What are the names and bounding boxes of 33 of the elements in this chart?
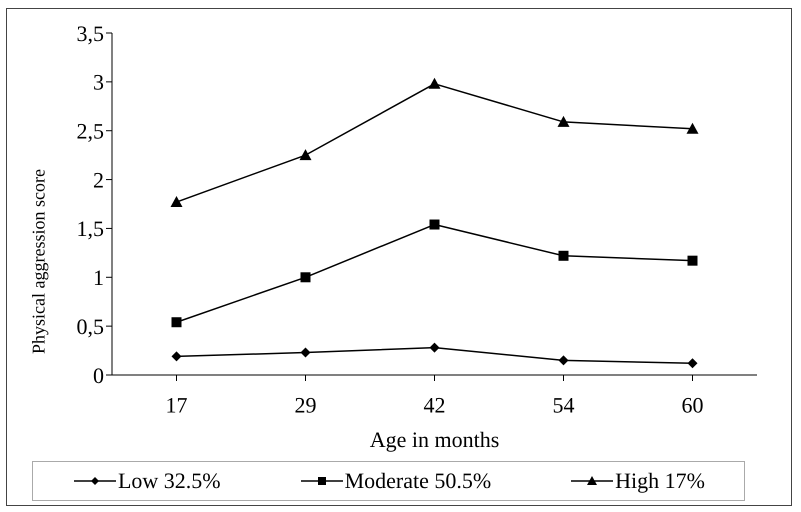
point [300, 348, 310, 358]
x-tick-label: 29 [294, 392, 316, 418]
y-axis-title: Physical aggression score [28, 169, 48, 354]
point [688, 358, 698, 368]
legend-label: Low 32.5% [118, 468, 221, 494]
y-tick-label: 2 [93, 167, 104, 192]
y-tick-label: 2,5 [76, 118, 104, 144]
x-tick-label: 17 [166, 392, 188, 418]
point [686, 122, 698, 134]
y-tick-label: 1 [93, 265, 104, 290]
y-tick-label: 1,5 [76, 216, 104, 242]
y-tick-label: 0 [93, 362, 104, 388]
legend-label: High 17% [615, 468, 705, 494]
point [430, 220, 440, 230]
legend-label: Moderate 50.5% [344, 468, 492, 494]
point [300, 272, 310, 282]
point [558, 250, 568, 261]
point [172, 317, 182, 328]
x-tick-label: 60 [682, 392, 704, 418]
point [170, 196, 182, 208]
point [558, 116, 570, 127]
y-tick-label: 0,5 [76, 314, 104, 339]
point [172, 351, 182, 362]
point [430, 342, 440, 353]
x-tick-label: 54 [552, 392, 574, 418]
point [428, 78, 440, 89]
point [300, 149, 312, 160]
point [558, 355, 568, 366]
x-tick-label: 42 [424, 392, 446, 418]
y-tick-label: 3,5 [76, 20, 104, 46]
point [688, 256, 698, 266]
y-tick-label: 3 [93, 70, 104, 95]
x-axis-title: Age in months [370, 427, 500, 452]
